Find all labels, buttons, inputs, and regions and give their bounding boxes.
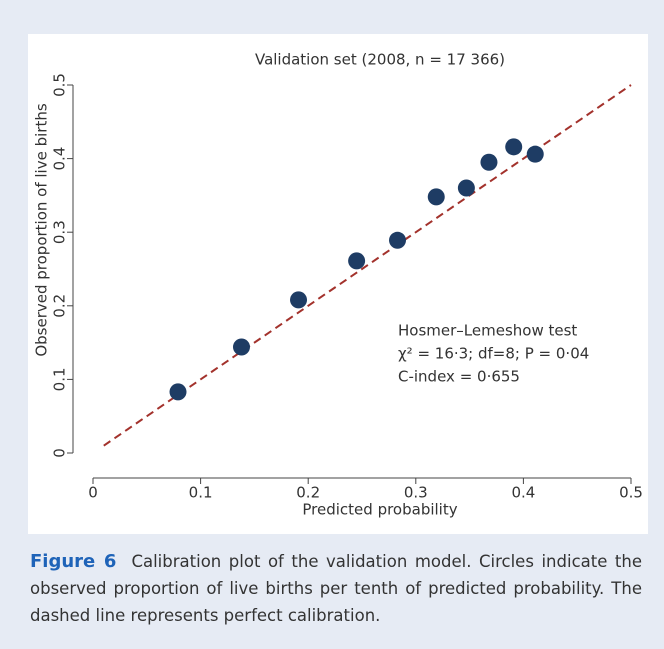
point bbox=[169, 383, 187, 401]
y-tick-label: 0.3 bbox=[51, 220, 69, 244]
point bbox=[505, 138, 523, 156]
point bbox=[389, 231, 407, 249]
annotation: C-index = 0·655 bbox=[398, 368, 520, 386]
y-tick-label: 0.1 bbox=[51, 367, 69, 391]
x-tick-label: 0 bbox=[88, 484, 98, 502]
point bbox=[290, 291, 308, 309]
caption-label: Figure 6 bbox=[30, 551, 117, 572]
y-tick-label: 0.5 bbox=[51, 73, 69, 97]
caption: Figure 6 Calibration plot of the validat… bbox=[30, 548, 642, 629]
y-tick-label: 0.4 bbox=[51, 147, 69, 171]
annotation: χ² = 16·3; df=8; P = 0·04 bbox=[398, 345, 589, 363]
y-tick-label: 0.2 bbox=[51, 294, 69, 318]
x-tick-label: 0.2 bbox=[296, 484, 320, 502]
point bbox=[457, 179, 475, 197]
annotation: Hosmer–Lemeshow test bbox=[398, 322, 577, 340]
x-tick-label: 0.4 bbox=[511, 484, 535, 502]
point bbox=[232, 338, 250, 356]
chart-title: Validation set (2008, n = 17 366) bbox=[255, 51, 505, 69]
point bbox=[480, 153, 498, 171]
x-axis-title: Predicted probability bbox=[302, 501, 457, 519]
reference-line bbox=[103, 84, 632, 447]
x-tick-label: 0.3 bbox=[404, 484, 428, 502]
point bbox=[348, 252, 366, 270]
x-tick-label: 0.5 bbox=[619, 484, 643, 502]
point bbox=[526, 145, 544, 163]
x-tick-label: 0.1 bbox=[189, 484, 213, 502]
plot-panel bbox=[28, 34, 648, 534]
point bbox=[427, 188, 445, 206]
chart: Validation set (2008, n = 17 366) Predic… bbox=[28, 34, 648, 534]
caption-text: Calibration plot of the validation model… bbox=[30, 552, 643, 625]
y-tick-label: 0 bbox=[51, 448, 69, 458]
y-axis-title: Observed proportion of live births bbox=[33, 103, 51, 357]
